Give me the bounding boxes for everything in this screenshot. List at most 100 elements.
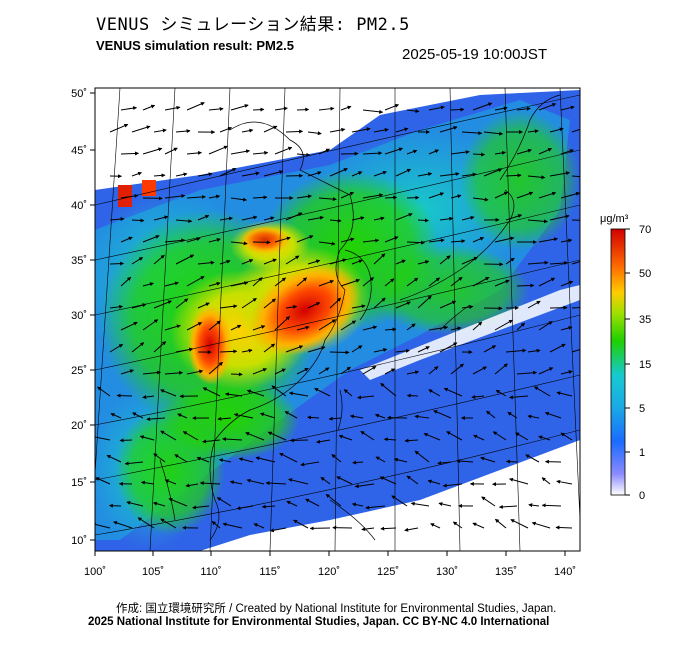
wind-arrow <box>120 276 132 287</box>
wind-arrow <box>208 145 228 155</box>
lon-tick-label: 105˚ <box>142 566 164 578</box>
wind-arrow <box>438 502 452 507</box>
wind-arrow <box>164 324 181 331</box>
wind-arrow <box>362 238 380 243</box>
wind-arrow <box>140 480 155 485</box>
wind-arrow <box>197 214 210 221</box>
wind-arrow <box>362 109 384 114</box>
wind-arrow <box>208 320 221 331</box>
wind-arrow <box>175 254 195 265</box>
wind-arrow <box>428 105 445 111</box>
wind-arrow <box>131 303 147 309</box>
wind-arrow <box>527 414 540 419</box>
wind-arrow <box>406 195 420 200</box>
wind-arrow <box>175 219 193 224</box>
wind-arrow <box>384 368 396 375</box>
wind-arrow <box>384 236 399 243</box>
colorbar-tick-label: 70 <box>639 224 651 236</box>
wind-vectors <box>95 102 580 533</box>
wind-arrow <box>109 261 125 266</box>
wind-arrow <box>373 170 387 177</box>
wind-arrow <box>571 175 580 178</box>
wind-arrow <box>197 172 213 177</box>
wind-arrow <box>329 297 342 309</box>
wind-arrow <box>417 172 433 177</box>
wind-arrow <box>331 454 342 463</box>
wind-arrow <box>515 432 529 441</box>
wind-arrow <box>137 517 155 529</box>
wind-arrow <box>428 238 445 243</box>
wind-arrow <box>360 430 375 441</box>
wind-arrow <box>351 345 363 353</box>
wind-arrow <box>338 434 353 441</box>
wind-arrow <box>494 363 508 375</box>
wind-arrow <box>472 102 493 111</box>
wind-arrow <box>571 307 580 309</box>
wind-arrow <box>571 348 580 353</box>
wind-arrow <box>362 193 384 199</box>
wind-arrow <box>439 342 458 353</box>
wind-arrow <box>318 279 335 287</box>
wind-arrow <box>349 414 364 419</box>
wind-arrow <box>307 131 322 136</box>
wind-arrow <box>417 260 430 265</box>
wind-arrow <box>146 417 166 422</box>
wind-arrow <box>362 325 378 331</box>
wind-arrow <box>538 277 556 287</box>
wind-arrow <box>556 391 573 397</box>
wind-arrow <box>494 236 515 243</box>
wind-arrow <box>417 295 432 309</box>
wind-arrow <box>120 321 138 331</box>
wind-arrow <box>395 348 410 353</box>
wind-arrow <box>494 279 510 287</box>
wind-arrow <box>219 259 231 265</box>
wind-arrow <box>252 368 268 375</box>
wind-arrow <box>516 370 538 375</box>
wind-arrow <box>340 105 352 111</box>
wind-arrow <box>560 432 573 441</box>
wind-arrow <box>544 411 562 419</box>
wind-arrow <box>197 260 215 265</box>
title-english: VENUS simulation result: PM2.5 <box>96 38 294 53</box>
wind-arrow <box>252 195 268 200</box>
wind-arrow <box>494 191 509 199</box>
wind-arrow <box>222 437 243 442</box>
latitude-ticks: 50˚ 45˚ 40˚ 35˚ 30˚ 25˚ 20˚ 15˚ 10˚ <box>71 88 95 547</box>
wind-arrow <box>110 413 122 419</box>
wind-arrow <box>208 194 221 199</box>
wind-arrow <box>164 479 177 485</box>
wind-arrow <box>233 412 254 419</box>
wind-arrow <box>428 149 440 155</box>
wind-arrow <box>351 259 363 265</box>
wind-arrow <box>516 283 535 288</box>
wind-arrow <box>153 173 166 178</box>
wind-arrow <box>336 476 353 485</box>
lon-tick-label: 110˚ <box>200 566 221 578</box>
colorbar-unit: μg/m³ <box>600 213 629 225</box>
wind-arrow <box>153 254 165 265</box>
wind-arrow <box>375 456 386 463</box>
wind-arrow <box>318 197 337 202</box>
wind-arrow <box>516 191 534 199</box>
lon-tick-label: 120˚ <box>318 566 340 578</box>
wind-arrow <box>527 219 549 224</box>
wind-arrow <box>450 107 465 112</box>
wind-arrow <box>461 131 483 136</box>
wind-arrow <box>241 259 254 265</box>
wind-arrow <box>263 125 278 133</box>
wind-arrow <box>395 259 406 265</box>
lon-tick-label: 130˚ <box>436 566 458 578</box>
wind-arrow <box>472 197 489 202</box>
wind-arrow <box>483 131 504 136</box>
lat-tick-label: 50˚ <box>71 88 87 100</box>
wind-arrow <box>230 241 248 246</box>
wind-arrow <box>362 151 383 156</box>
wind-arrow <box>175 172 188 177</box>
wind-arrow <box>505 173 522 178</box>
wind-arrow <box>439 172 460 177</box>
wind-arrow <box>252 107 265 112</box>
wind-arrow <box>340 237 355 243</box>
wind-arrow <box>354 483 375 489</box>
graticule <box>95 88 580 551</box>
